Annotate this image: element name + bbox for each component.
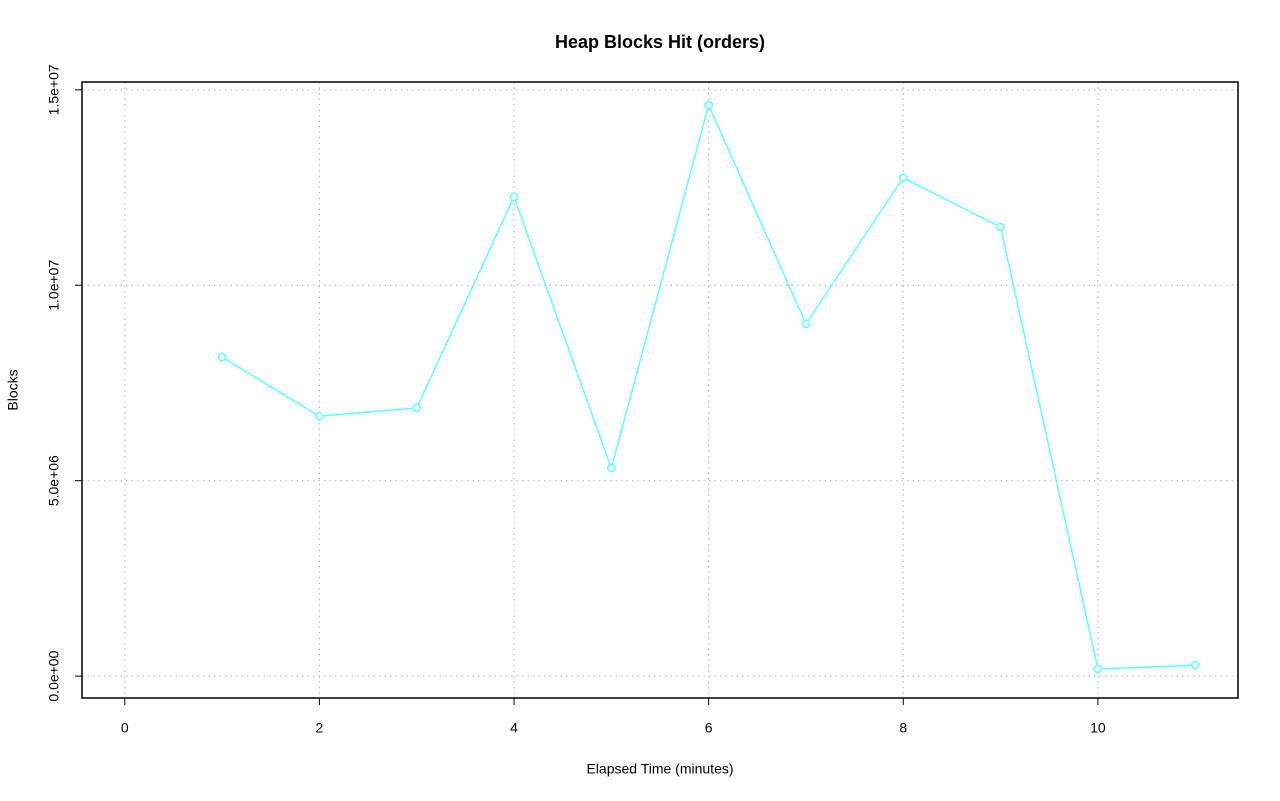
x-tick-label: 6 <box>705 720 713 736</box>
y-tick-label: 0.0e+00 <box>46 650 62 701</box>
x-tick-label: 8 <box>899 720 907 736</box>
x-tick-label: 2 <box>316 720 324 736</box>
data-point <box>996 222 1005 232</box>
chart-title: Heap Blocks Hit (orders) <box>555 32 765 52</box>
data-point <box>217 352 227 362</box>
y-tick-label: 1.0e+07 <box>46 260 62 311</box>
data-point <box>801 319 811 329</box>
data-point <box>509 192 519 202</box>
data-line <box>221 102 1196 670</box>
data-point <box>1093 664 1103 674</box>
y-tick-label: 5.0e+06 <box>46 455 62 506</box>
data-point <box>412 403 422 413</box>
data-point <box>704 100 714 110</box>
data-point <box>898 173 908 183</box>
data-point <box>606 463 616 473</box>
x-axis-label: Elapsed Time (minutes) <box>586 761 733 777</box>
data-point <box>1190 660 1200 670</box>
y-tick-label: 1.5e+07 <box>46 64 62 115</box>
x-tick-label: 4 <box>510 720 518 736</box>
y-axis-label: Blocks <box>5 369 21 410</box>
x-tick-label: 10 <box>1090 720 1106 736</box>
plot-frame <box>81 81 1239 699</box>
x-tick-label: 0 <box>121 720 129 736</box>
data-point <box>315 411 324 421</box>
